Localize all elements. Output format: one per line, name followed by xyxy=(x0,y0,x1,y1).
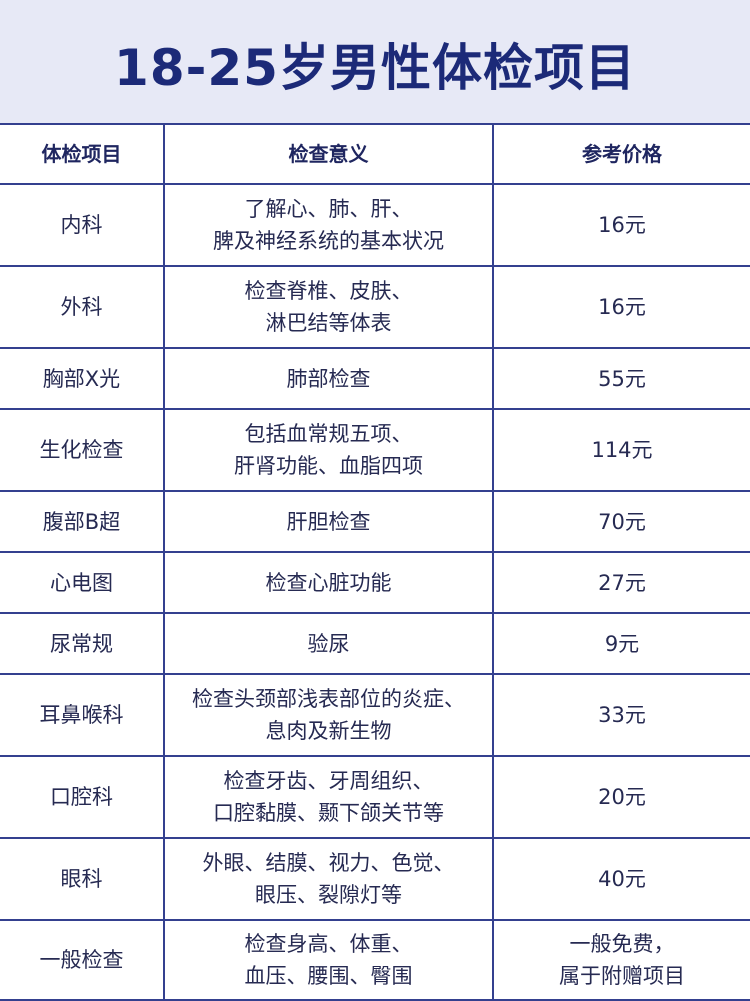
exam-table: 体检项目 检查意义 参考价格 内科 了解心、肺、肝、 脾及神经系统的基本状况 16元外… xyxy=(0,123,750,1001)
price-cell: 16元 xyxy=(492,265,750,349)
item-cell: 生化检查 xyxy=(0,408,165,492)
price-cell: 9元 xyxy=(492,612,750,675)
meaning-cell: 肺部检查 xyxy=(163,347,494,410)
header-item: 体检项目 xyxy=(0,123,165,185)
table-row: 耳鼻喉科 检查头颈部浅表部位的炎症、 息肉及新生物 33元 xyxy=(0,673,750,757)
price-cell: 55元 xyxy=(492,347,750,410)
price-cell: 70元 xyxy=(492,490,750,553)
meaning-cell-line: 肺部检查 xyxy=(286,366,371,391)
item-cell: 外科 xyxy=(0,265,165,349)
item-cell: 内科 xyxy=(0,183,165,267)
item-cell: 腹部B超 xyxy=(0,490,165,553)
meaning-cell-line: 检查头颈部浅表部位的炎症、 xyxy=(192,687,465,711)
price-cell: 40元 xyxy=(492,837,750,921)
meaning-cell: 检查脊椎、皮肤、 淋巴结等体表 xyxy=(163,265,494,349)
header-meaning: 检查意义 xyxy=(163,123,494,185)
table-row: 口腔科 检查牙齿、牙周组织、 口腔黏膜、颞下颌关节等 20元 xyxy=(0,755,750,839)
meaning-cell-line: 血压、腰围、臀围 xyxy=(244,964,413,988)
table-row: 一般检查 检查身高、体重、 血压、腰围、臀围 一般免费， 属于附赠项目 xyxy=(0,919,750,1001)
price-cell-line: 20元 xyxy=(598,785,646,809)
price-cell: 114元 xyxy=(492,408,750,492)
price-cell-line: 一般免费， xyxy=(569,932,675,956)
meaning-cell-line: 检查脊椎、皮肤、 xyxy=(244,279,413,303)
table-header-row: 体检项目 检查意义 参考价格 xyxy=(0,123,750,185)
price-cell-line: 16元 xyxy=(598,213,646,237)
meaning-cell-line: 检查身高、体重、 xyxy=(244,932,413,956)
meaning-cell: 外眼、结膜、视力、色觉、 眼压、裂隙灯等 xyxy=(163,837,494,921)
meaning-cell-line: 息肉及新生物 xyxy=(265,719,392,743)
meaning-cell: 检查心脏功能 xyxy=(163,551,494,614)
item-cell: 耳鼻喉科 xyxy=(0,673,165,757)
table-row: 腹部B超 肝胆检查 70元 xyxy=(0,490,750,553)
meaning-cell: 检查身高、体重、 血压、腰围、臀围 xyxy=(163,919,494,1001)
page-title: 18-25岁男性体检项目 xyxy=(114,38,636,97)
price-cell-line: 70元 xyxy=(598,509,646,534)
price-cell-line: 33元 xyxy=(598,703,646,727)
table-row: 尿常规 验尿 9元 xyxy=(0,612,750,675)
price-cell-line: 55元 xyxy=(598,366,646,391)
table-row: 内科 了解心、肺、肝、 脾及神经系统的基本状况 16元 xyxy=(0,183,750,267)
meaning-cell-line: 肝胆检查 xyxy=(286,509,371,534)
item-cell: 胸部X光 xyxy=(0,347,165,410)
price-cell: 33元 xyxy=(492,673,750,757)
meaning-cell: 了解心、肺、肝、脾及神经系统的基本状况 xyxy=(163,183,494,267)
meaning-cell: 包括血常规五项、 肝肾功能、血脂四项 xyxy=(163,408,494,492)
meaning-cell-line: 检查牙齿、牙周组织、 xyxy=(223,769,434,793)
title-band: 18-25岁男性体检项目 xyxy=(0,0,750,123)
meaning-cell-line: 肝肾功能、血脂四项 xyxy=(234,454,423,478)
meaning-cell-line: 验尿 xyxy=(307,631,350,656)
price-cell: 27元 xyxy=(492,551,750,614)
table-row: 心电图 检查心脏功能 27元 xyxy=(0,551,750,614)
price-cell-line: 40元 xyxy=(598,867,646,891)
price-cell: 16元 xyxy=(492,183,750,267)
meaning-cell-line: 眼压、裂隙灯等 xyxy=(255,883,402,907)
table-row: 眼科 外眼、结膜、视力、色觉、 眼压、裂隙灯等 40元 xyxy=(0,837,750,921)
table-row: 生化检查 包括血常规五项、 肝肾功能、血脂四项 114元 xyxy=(0,408,750,492)
meaning-cell: 检查头颈部浅表部位的炎症、 息肉及新生物 xyxy=(163,673,494,757)
meaning-cell-line: 检查心脏功能 xyxy=(265,570,392,595)
item-cell: 尿常规 xyxy=(0,612,165,675)
item-cell: 一般检查 xyxy=(0,919,165,1001)
price-cell-line: 27元 xyxy=(598,570,646,595)
meaning-cell-line: 口腔黏膜、颞下颌关节等 xyxy=(213,801,444,825)
meaning-cell-line: 了解心、肺、肝、 xyxy=(244,197,413,221)
meaning-cell-line: 脾及神经系统的基本状况 xyxy=(213,229,444,253)
meaning-cell: 验尿 xyxy=(163,612,494,675)
item-cell: 口腔科 xyxy=(0,755,165,839)
meaning-cell: 检查牙齿、牙周组织、 口腔黏膜、颞下颌关节等 xyxy=(163,755,494,839)
table-row: 胸部X光 肺部检查 55元 xyxy=(0,347,750,410)
price-cell-line: 属于附赠项目 xyxy=(559,964,685,988)
meaning-cell: 肝胆检查 xyxy=(163,490,494,553)
price-cell-line: 114元 xyxy=(591,438,653,462)
meaning-cell-line: 包括血常规五项、 xyxy=(244,422,413,446)
header-price: 参考价格 xyxy=(492,123,750,185)
table-row: 外科 检查脊椎、皮肤、 淋巴结等体表 16元 xyxy=(0,265,750,349)
price-cell-line: 16元 xyxy=(598,295,646,319)
item-cell: 眼科 xyxy=(0,837,165,921)
item-cell: 心电图 xyxy=(0,551,165,614)
meaning-cell-line: 淋巴结等体表 xyxy=(265,311,392,335)
price-cell-line: 9元 xyxy=(604,631,640,656)
price-cell: 20元 xyxy=(492,755,750,839)
price-cell: 一般免费， 属于附赠项目 xyxy=(492,919,750,1001)
meaning-cell-line: 外眼、结膜、视力、色觉、 xyxy=(202,851,455,875)
